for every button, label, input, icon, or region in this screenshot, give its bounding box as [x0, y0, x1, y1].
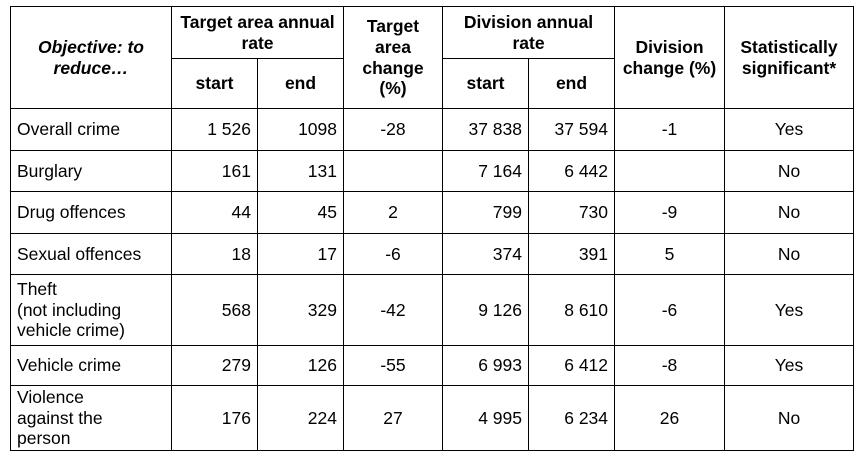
cell-ta-start: 568: [171, 274, 258, 346]
row-label: Burglary: [10, 150, 172, 193]
cell-significant: Yes: [724, 107, 855, 152]
crime-statistics-table: Objective: to reduce… Target area annual…: [10, 6, 855, 452]
cell-div-end: 8 610: [527, 274, 616, 346]
cell-ta-start: 176: [171, 384, 258, 452]
cell-div-start: 6 993: [442, 344, 529, 386]
header-row-top: Objective: to reduce… Target area annual…: [10, 6, 855, 109]
cell-div-start: 4 995: [442, 384, 529, 452]
cell-ta-end: 329: [257, 274, 344, 346]
header-significant: Statistically significant*: [724, 6, 855, 109]
cell-ta-change: -55: [343, 344, 443, 386]
cell-div-end: 6 234: [527, 384, 616, 452]
header-division-rate: Division annual rate: [441, 6, 616, 59]
cell-ta-start: 279: [171, 344, 258, 386]
cell-ta-change: [343, 150, 443, 193]
cell-ta-change: 2: [343, 191, 443, 235]
cell-div-change: 26: [614, 384, 726, 452]
cell-ta-end: 1098: [257, 107, 344, 152]
table-row: Theft (not including vehicle crime) 568 …: [10, 274, 855, 346]
table-row: Overall crime 1 526 1098 -28 37 838 37 5…: [10, 107, 855, 152]
cell-ta-change: -28: [343, 107, 443, 152]
cell-ta-end: 17: [257, 233, 344, 276]
cell-significant: Yes: [724, 274, 855, 346]
table-row: Sexual offences 18 17 -6 374 391 5 No: [10, 233, 855, 276]
header-objective: Objective: to reduce…: [10, 6, 172, 109]
header-division-change: Division change (%): [614, 6, 726, 109]
cell-div-start: 374: [442, 233, 529, 276]
table-row: Violence against the person 176 224 27 4…: [10, 384, 855, 452]
row-label: Theft (not including vehicle crime): [10, 274, 172, 346]
cell-ta-start: 161: [171, 150, 258, 193]
cell-div-change: -1: [614, 107, 726, 152]
cell-ta-end: 45: [257, 191, 344, 235]
header-target-area-change: Target area change (%): [343, 6, 443, 109]
cell-div-end: 391: [527, 233, 616, 276]
table-row: Drug offences 44 45 2 799 730 -9 No: [10, 191, 855, 235]
header-ta-start: start: [171, 58, 258, 109]
row-label: Drug offences: [10, 191, 172, 235]
cell-significant: No: [724, 191, 855, 235]
cell-ta-change: -42: [343, 274, 443, 346]
cell-ta-start: 1 526: [171, 107, 258, 152]
cell-div-change: -8: [614, 344, 726, 386]
cell-div-change: -6: [614, 274, 726, 346]
header-target-area-rate: Target area annual rate: [171, 6, 344, 59]
table-row: Burglary 161 131 7 164 6 442 No: [10, 150, 855, 193]
table-row: Vehicle crime 279 126 -55 6 993 6 412 -8…: [10, 344, 855, 386]
cell-div-end: 6 412: [527, 344, 616, 386]
row-label: Sexual offences: [10, 233, 172, 276]
cell-ta-start: 18: [171, 233, 258, 276]
cell-ta-end: 224: [257, 384, 344, 452]
header-div-start: start: [442, 58, 529, 109]
cell-ta-end: 131: [257, 150, 344, 193]
cell-div-end: 730: [527, 191, 616, 235]
cell-div-start: 9 126: [442, 274, 529, 346]
cell-div-end: 37 594: [527, 107, 616, 152]
header-div-end: end: [527, 58, 616, 109]
header-row-sub: start end start end: [11, 58, 854, 109]
row-label: Vehicle crime: [10, 344, 172, 386]
cell-div-change: [614, 150, 726, 193]
cell-significant: No: [724, 233, 855, 276]
cell-div-start: 37 838: [442, 107, 529, 152]
cell-ta-change: 27: [343, 384, 443, 452]
cell-div-start: 799: [442, 191, 529, 235]
header-ta-end: end: [257, 58, 344, 109]
row-label: Violence against the person: [10, 384, 172, 452]
cell-significant: No: [724, 384, 855, 452]
cell-div-change: -9: [614, 191, 726, 235]
cell-ta-change: -6: [343, 233, 443, 276]
cell-div-change: 5: [614, 233, 726, 276]
cell-significant: Yes: [724, 344, 855, 386]
cell-div-end: 6 442: [527, 150, 616, 193]
row-label: Overall crime: [10, 107, 172, 152]
cell-ta-end: 126: [257, 344, 344, 386]
cell-significant: No: [724, 150, 855, 193]
cell-div-start: 7 164: [442, 150, 529, 193]
cell-ta-start: 44: [171, 191, 258, 235]
